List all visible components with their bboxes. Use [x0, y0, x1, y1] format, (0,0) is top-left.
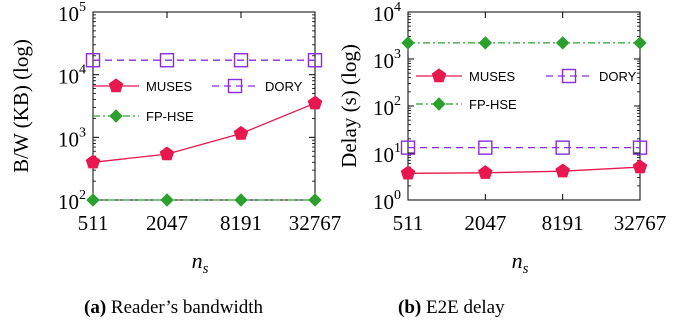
data-point-dory — [233, 53, 249, 68]
legend-label-muses: MUSES — [146, 79, 193, 94]
legend-marker-dory — [561, 68, 577, 84]
legend-marker-fp-hse — [109, 109, 123, 123]
y-axis-label: Delay (s) (log) — [337, 44, 361, 168]
data-point-fp-hse — [234, 193, 248, 207]
data-point-fp-hse — [160, 193, 174, 207]
legend-marker-dory — [227, 78, 243, 94]
data-point-fp-hse — [633, 36, 647, 50]
y-axis-label: B/W (KB) (log) — [9, 39, 33, 173]
y-tick-label: 101 — [373, 141, 401, 167]
data-point-dory — [632, 140, 648, 155]
data-point-dory — [400, 140, 416, 155]
x-tick-label: 2047 — [146, 211, 188, 235]
x-tick-label: 32767 — [614, 211, 667, 235]
data-point-muses — [159, 146, 175, 161]
data-point-muses — [632, 159, 648, 174]
panel-caption: (a) Reader’s bandwidth — [84, 297, 264, 318]
series-line-muses — [92, 102, 316, 163]
y-tick-label: 103 — [58, 125, 86, 151]
data-point-fp-hse — [308, 193, 322, 207]
data-point-muses — [85, 154, 101, 169]
y-tick-label: 102 — [373, 94, 401, 120]
data-point-fp-hse — [478, 36, 493, 50]
y-tick-label: 103 — [373, 47, 401, 73]
legend-label-dory: DORY — [265, 79, 303, 94]
data-point-muses — [307, 95, 323, 110]
data-point-dory — [478, 140, 493, 155]
series-line-muses — [407, 166, 641, 174]
x-tick-label: 8191 — [220, 211, 262, 235]
legend-marker-fp-hse — [432, 97, 446, 111]
data-point-dory — [159, 53, 175, 68]
data-point-fp-hse — [555, 36, 570, 50]
data-point-muses — [555, 163, 570, 178]
chart-panel-b: 100 101 102 103 104 511 2047 8191 32767 Delay (s)… — [337, 0, 666, 318]
legend-marker-muses — [431, 68, 447, 83]
legend-label-fp-hse: FP-HSE — [469, 97, 517, 112]
data-point-fp-hse — [86, 193, 100, 207]
y-tick-label: 104 — [58, 63, 86, 89]
data-point-dory — [85, 53, 101, 68]
legend-label-muses: MUSES — [469, 69, 516, 84]
y-tick-label: 102 — [58, 188, 86, 214]
x-tick-label: 511 — [393, 211, 424, 235]
x-tick-label: 8191 — [542, 211, 584, 235]
x-axis-label: ns — [192, 248, 209, 277]
data-point-muses — [233, 125, 249, 140]
y-tick-label: 104 — [373, 0, 401, 26]
legend-label-fp-hse: FP-HSE — [146, 109, 194, 124]
panel-caption: (b) E2E delay — [398, 297, 505, 318]
data-point-dory — [307, 53, 323, 68]
data-point-muses — [478, 165, 493, 179]
legend-marker-muses — [108, 78, 124, 93]
y-tick-label: 100 — [373, 188, 401, 214]
x-tick-label: 32767 — [289, 211, 342, 235]
legend-label-dory: DORY — [599, 69, 637, 84]
plot-frame — [92, 11, 316, 201]
x-tick-label: 511 — [78, 211, 109, 235]
data-point-dory — [555, 140, 570, 155]
data-point-fp-hse — [401, 36, 415, 50]
x-tick-label: 2047 — [464, 211, 506, 235]
chart-panel-a: 102 103 104 105 511 2047 8191 32767 B/W (KB) (lo… — [9, 0, 341, 318]
data-point-muses — [400, 165, 416, 180]
x-axis-label: ns — [512, 248, 529, 277]
y-tick-label: 105 — [58, 0, 86, 26]
